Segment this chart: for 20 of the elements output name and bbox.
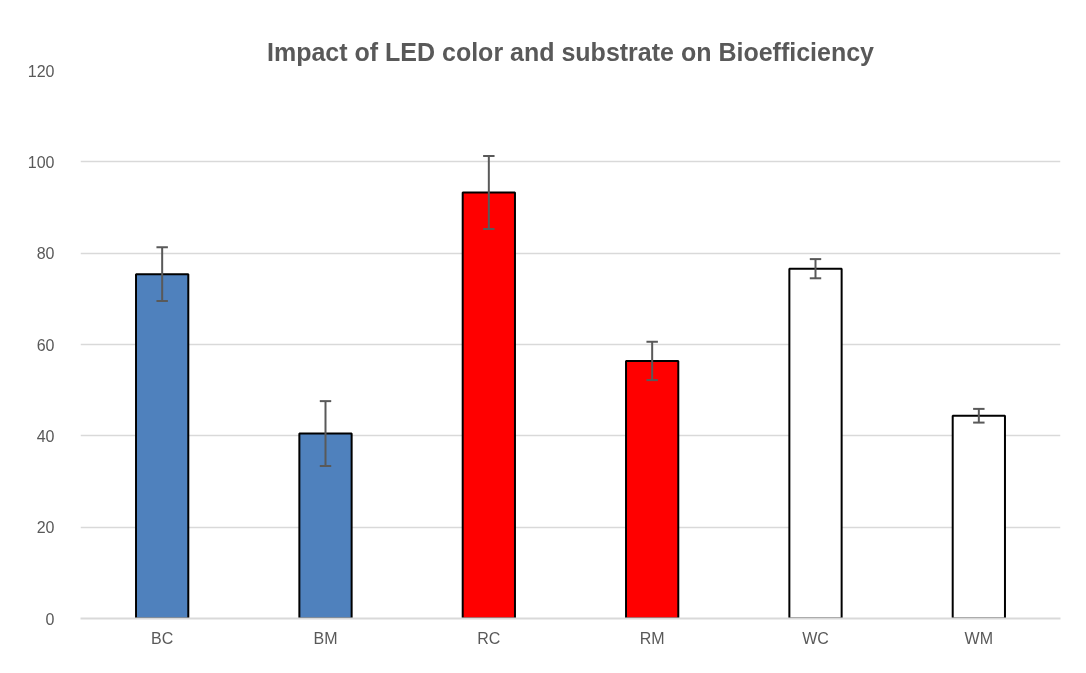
y-tick-label: 80 <box>36 245 55 263</box>
x-tick-label: BC <box>151 629 174 647</box>
bar <box>625 359 680 619</box>
y-tick-label: 100 <box>27 153 55 171</box>
x-tick-label: WM <box>964 629 994 647</box>
x-tick-label: RC <box>477 629 501 647</box>
x-tick-label: BM <box>313 629 338 647</box>
y-tick-label: 20 <box>36 519 55 537</box>
x-tick-label: RM <box>639 629 665 647</box>
y-tick-label: 60 <box>36 336 55 354</box>
bar <box>135 273 190 619</box>
y-tick-label: 40 <box>36 427 55 445</box>
bar <box>461 191 516 619</box>
bar <box>788 267 843 619</box>
chart-title: Impact of LED color and substrate on Bioefficiency <box>266 37 875 66</box>
x-tick-label: WC <box>802 629 829 647</box>
bar <box>298 432 353 619</box>
bar <box>951 414 1006 619</box>
y-tick-label: 120 <box>27 62 55 80</box>
y-tick-label: 0 <box>45 610 55 628</box>
